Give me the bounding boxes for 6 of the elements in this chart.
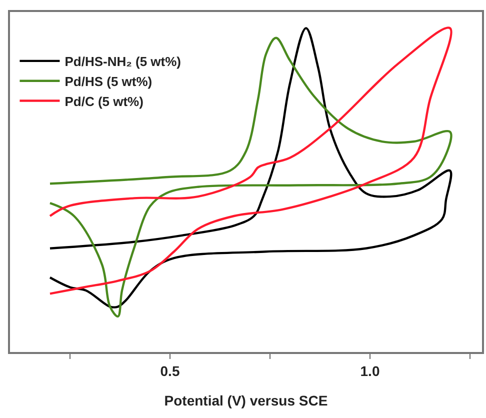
x-tick-label: 1.0 <box>360 362 380 379</box>
legend-label: Pd/C (5 wt%) <box>64 94 144 109</box>
legend-label: Pd/HS (5 wt%) <box>64 74 152 89</box>
legend-label: Pd/HS-NH₂ (5 wt%) <box>64 54 181 70</box>
x-tick-label: 0.5 <box>160 362 180 379</box>
x-axis-title: Potential (V) versus SCE <box>164 392 328 409</box>
